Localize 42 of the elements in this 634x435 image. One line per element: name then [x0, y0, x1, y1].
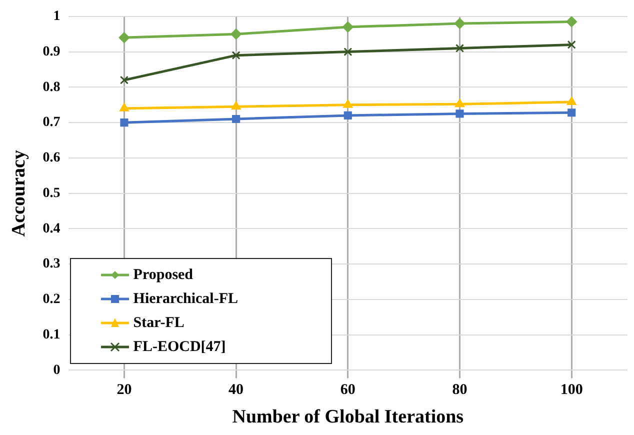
y-tick-label: 0.4	[42, 221, 60, 236]
y-tick-label: 0.1	[42, 327, 60, 342]
y-tick-label: 0.7	[42, 115, 60, 130]
legend-label: Star-FL	[133, 314, 184, 332]
point	[567, 40, 576, 49]
y-tick-label: 0.9	[42, 44, 60, 60]
point	[118, 32, 130, 44]
point	[566, 96, 576, 106]
point	[343, 99, 353, 108]
point	[568, 108, 576, 117]
x-tick-label: 40	[228, 382, 244, 398]
point	[120, 76, 129, 84]
point	[344, 111, 352, 120]
point	[231, 101, 241, 110]
legend-label: FL-EOCD[47]	[133, 338, 226, 356]
point	[455, 44, 464, 53]
x-tick-label: 100	[560, 382, 583, 398]
x-tick-label: 60	[340, 382, 356, 398]
point	[342, 22, 354, 33]
legend-label: Hierarchical-FL	[133, 290, 238, 308]
point	[454, 98, 465, 108]
point	[232, 114, 240, 124]
y-tick-label: 0.2	[42, 292, 60, 308]
x-tick-label: 20	[116, 382, 132, 398]
point	[456, 110, 464, 118]
y-tick-label: 1	[53, 9, 60, 24]
y-tick-label: 0.8	[42, 80, 60, 95]
x-tick-label: 80	[452, 382, 468, 398]
y-tick-label: 0.6	[42, 150, 60, 166]
legend-label: Proposed	[133, 266, 194, 284]
x-axis-title: Number of Global Iterations	[232, 406, 464, 428]
point	[566, 16, 578, 28]
point	[230, 28, 242, 40]
y-tick-label: 0.3	[42, 256, 60, 272]
point	[119, 102, 130, 112]
point	[120, 118, 128, 127]
y-tick-label: 0	[53, 362, 60, 378]
y-axis-title: Accouracy	[8, 150, 30, 237]
point	[232, 51, 240, 60]
y-tick-label: 0.5	[42, 186, 60, 201]
point	[454, 18, 466, 29]
point	[344, 47, 352, 56]
